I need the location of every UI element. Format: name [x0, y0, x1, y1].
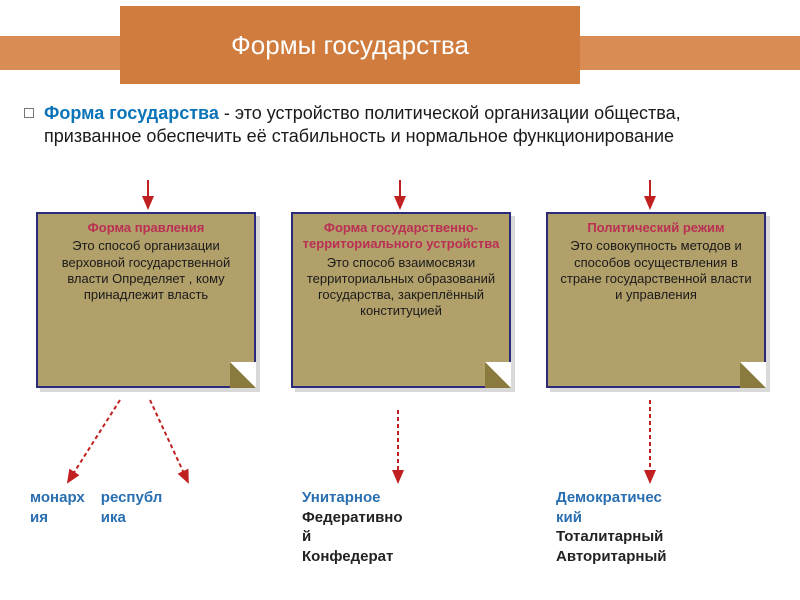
sub-federal: Федеративной: [302, 508, 532, 547]
bullet-icon: [24, 108, 34, 118]
box-0: Форма правления Это способ организации в…: [36, 212, 256, 388]
box-0-title: Форма правления: [46, 220, 246, 236]
sub-unitary: Унитарное: [302, 488, 532, 508]
definition-term: Форма государства: [44, 103, 219, 123]
box-2-body: Это совокупность методов и способов осущ…: [556, 238, 756, 303]
paper-2: Политический режим Это совокупность мето…: [546, 212, 766, 388]
box-1-title: Форма государственно-территориального ус…: [301, 220, 501, 253]
sub-totalitarian: Тоталитарный: [556, 527, 786, 547]
subs-col2: Демократический Тоталитарный Авторитарны…: [556, 488, 786, 566]
sub-republic: республика: [101, 488, 162, 527]
box-2: Политический режим Это совокупность мето…: [546, 212, 766, 388]
paper-0: Форма правления Это способ организации в…: [36, 212, 256, 388]
box-0-body: Это способ организации верховной государ…: [46, 238, 246, 303]
boxes-row: Форма правления Это способ организации в…: [36, 212, 766, 388]
page-title: Формы государства: [231, 30, 469, 61]
box-1: Форма государственно-территориального ус…: [291, 212, 511, 388]
paper-1: Форма государственно-территориального ус…: [291, 212, 511, 388]
definition: Форма государства - это устройство полит…: [44, 102, 754, 149]
subs-col1: Унитарное Федеративной Конфедерат: [302, 488, 532, 566]
sub-democratic: Демократический: [556, 488, 786, 527]
subs-col0: монархия республика: [30, 488, 260, 527]
sub-authoritarian: Авторитарный: [556, 547, 786, 567]
title-box: Формы государства: [120, 6, 580, 84]
box-2-title: Политический режим: [556, 220, 756, 236]
sub-monarchy: монархия: [30, 488, 85, 527]
box-1-body: Это способ взаимосвязи территориальных о…: [301, 255, 501, 320]
sub-confed: Конфедерат: [302, 547, 532, 567]
